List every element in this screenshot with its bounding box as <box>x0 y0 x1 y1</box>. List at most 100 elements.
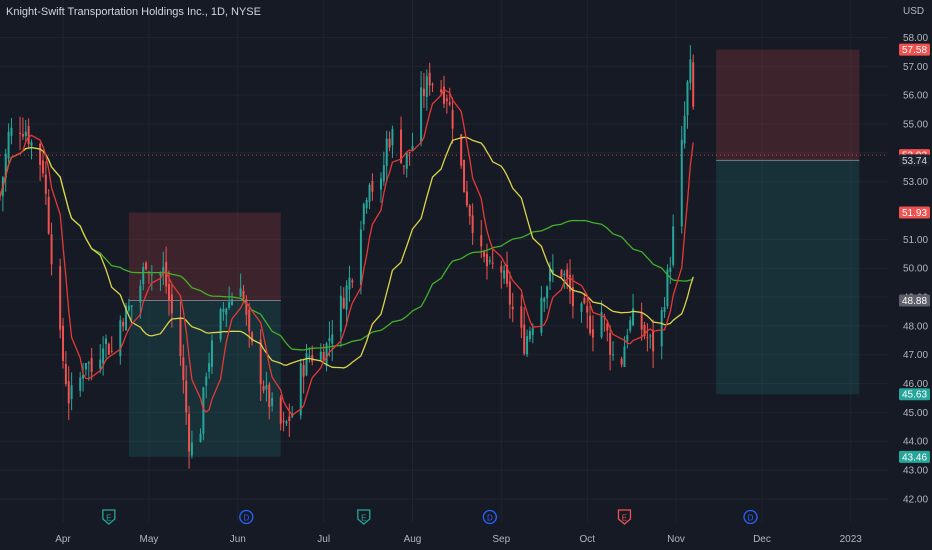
candle-body <box>448 102 451 105</box>
candle-body <box>345 285 348 310</box>
candle-body <box>4 153 7 179</box>
candle-body <box>385 138 388 166</box>
candle-body <box>170 294 173 314</box>
candle-body <box>190 442 193 456</box>
candle-body <box>188 413 191 452</box>
candle-body <box>551 269 554 274</box>
candle-body <box>589 315 592 334</box>
candle-body <box>82 374 85 379</box>
candle-body <box>331 334 334 344</box>
event-label: D <box>243 514 249 523</box>
candle-body <box>600 312 603 338</box>
candle-body <box>248 309 251 332</box>
candle-body <box>199 433 202 443</box>
candle-body <box>640 312 643 330</box>
price-tag <box>899 388 930 401</box>
candle-body <box>586 305 589 313</box>
candle-body <box>520 306 523 328</box>
candle-body <box>79 377 82 391</box>
candle-body <box>339 295 342 332</box>
y-tick-label: 43.00 <box>903 466 928 477</box>
candle-body <box>560 270 563 277</box>
event-label: E <box>361 514 366 523</box>
x-tick-label: Apr <box>55 534 71 545</box>
candle-body <box>27 126 30 145</box>
price-tag <box>899 294 930 307</box>
candle-body <box>528 331 531 340</box>
event-dividend-icon <box>482 509 497 525</box>
candle-body <box>612 354 615 356</box>
price-tag-label: 48.88 <box>902 296 927 307</box>
event-dividend-icon <box>239 509 254 525</box>
candle-body <box>139 285 142 303</box>
candle-body <box>219 309 222 340</box>
x-tick-label: May <box>140 534 159 545</box>
candle-body <box>686 81 689 116</box>
candle-body <box>150 274 153 276</box>
candle-body <box>443 86 445 104</box>
y-tick-label: 46.00 <box>903 379 928 390</box>
candle-body <box>425 76 428 97</box>
candle-body <box>205 376 208 386</box>
price-tag-label: 51.93 <box>902 208 927 219</box>
event-label: E <box>622 514 627 523</box>
event-earnings-icon <box>357 509 371 525</box>
candle-body <box>402 165 405 167</box>
candle-body <box>583 297 586 304</box>
candle-body <box>463 159 466 193</box>
candle-body <box>491 262 494 264</box>
candle-body <box>225 308 228 315</box>
candle-body <box>208 363 211 372</box>
candle-body <box>480 235 483 247</box>
candle-body <box>210 340 213 367</box>
candle-body <box>405 152 408 169</box>
candle-body <box>408 151 411 153</box>
candle-body <box>411 145 414 150</box>
candle-body <box>365 199 368 209</box>
candle-body <box>231 299 234 306</box>
x-tick-label: 2023 <box>840 534 863 545</box>
candle-body <box>122 321 125 327</box>
candle-body <box>563 273 566 276</box>
candle-body <box>130 305 133 307</box>
candle-body <box>382 165 385 182</box>
candle-body <box>348 277 351 290</box>
candle-body <box>503 270 506 279</box>
x-tick-label: Aug <box>404 534 422 545</box>
candle-body <box>99 359 102 369</box>
candle-body <box>285 421 288 424</box>
candle-body <box>440 89 443 93</box>
x-tick-label: Nov <box>667 534 685 545</box>
candle-body <box>400 129 403 163</box>
candle-body <box>142 267 145 285</box>
candle-body <box>39 143 42 165</box>
price-tag <box>899 206 930 219</box>
x-tick-label: Jun <box>230 534 246 545</box>
y-tick-label: 53.00 <box>903 177 928 188</box>
candle-body <box>451 110 454 129</box>
candle-body <box>10 127 13 136</box>
candle-body <box>119 320 122 357</box>
candle-body <box>548 269 551 282</box>
candle-body <box>488 260 491 262</box>
candle-body <box>19 132 22 134</box>
candle-body <box>689 59 692 83</box>
candle-body <box>44 174 47 194</box>
candle-body <box>591 329 594 338</box>
candle-body <box>262 386 265 391</box>
y-tick-label: 48.00 <box>903 321 928 332</box>
candle-body <box>368 184 371 202</box>
price-tag <box>899 154 930 167</box>
candle-body <box>672 226 675 266</box>
x-tick-label: Jul <box>317 534 330 545</box>
position-short-stop-zone <box>716 49 860 161</box>
candle-body <box>222 308 225 312</box>
candle-body <box>239 288 242 297</box>
candle-body <box>362 204 365 225</box>
candle-body <box>21 134 24 137</box>
candle-body <box>282 420 285 423</box>
position-long-target-zone <box>128 300 281 457</box>
candle-body <box>629 320 632 331</box>
candle-body <box>182 357 185 381</box>
